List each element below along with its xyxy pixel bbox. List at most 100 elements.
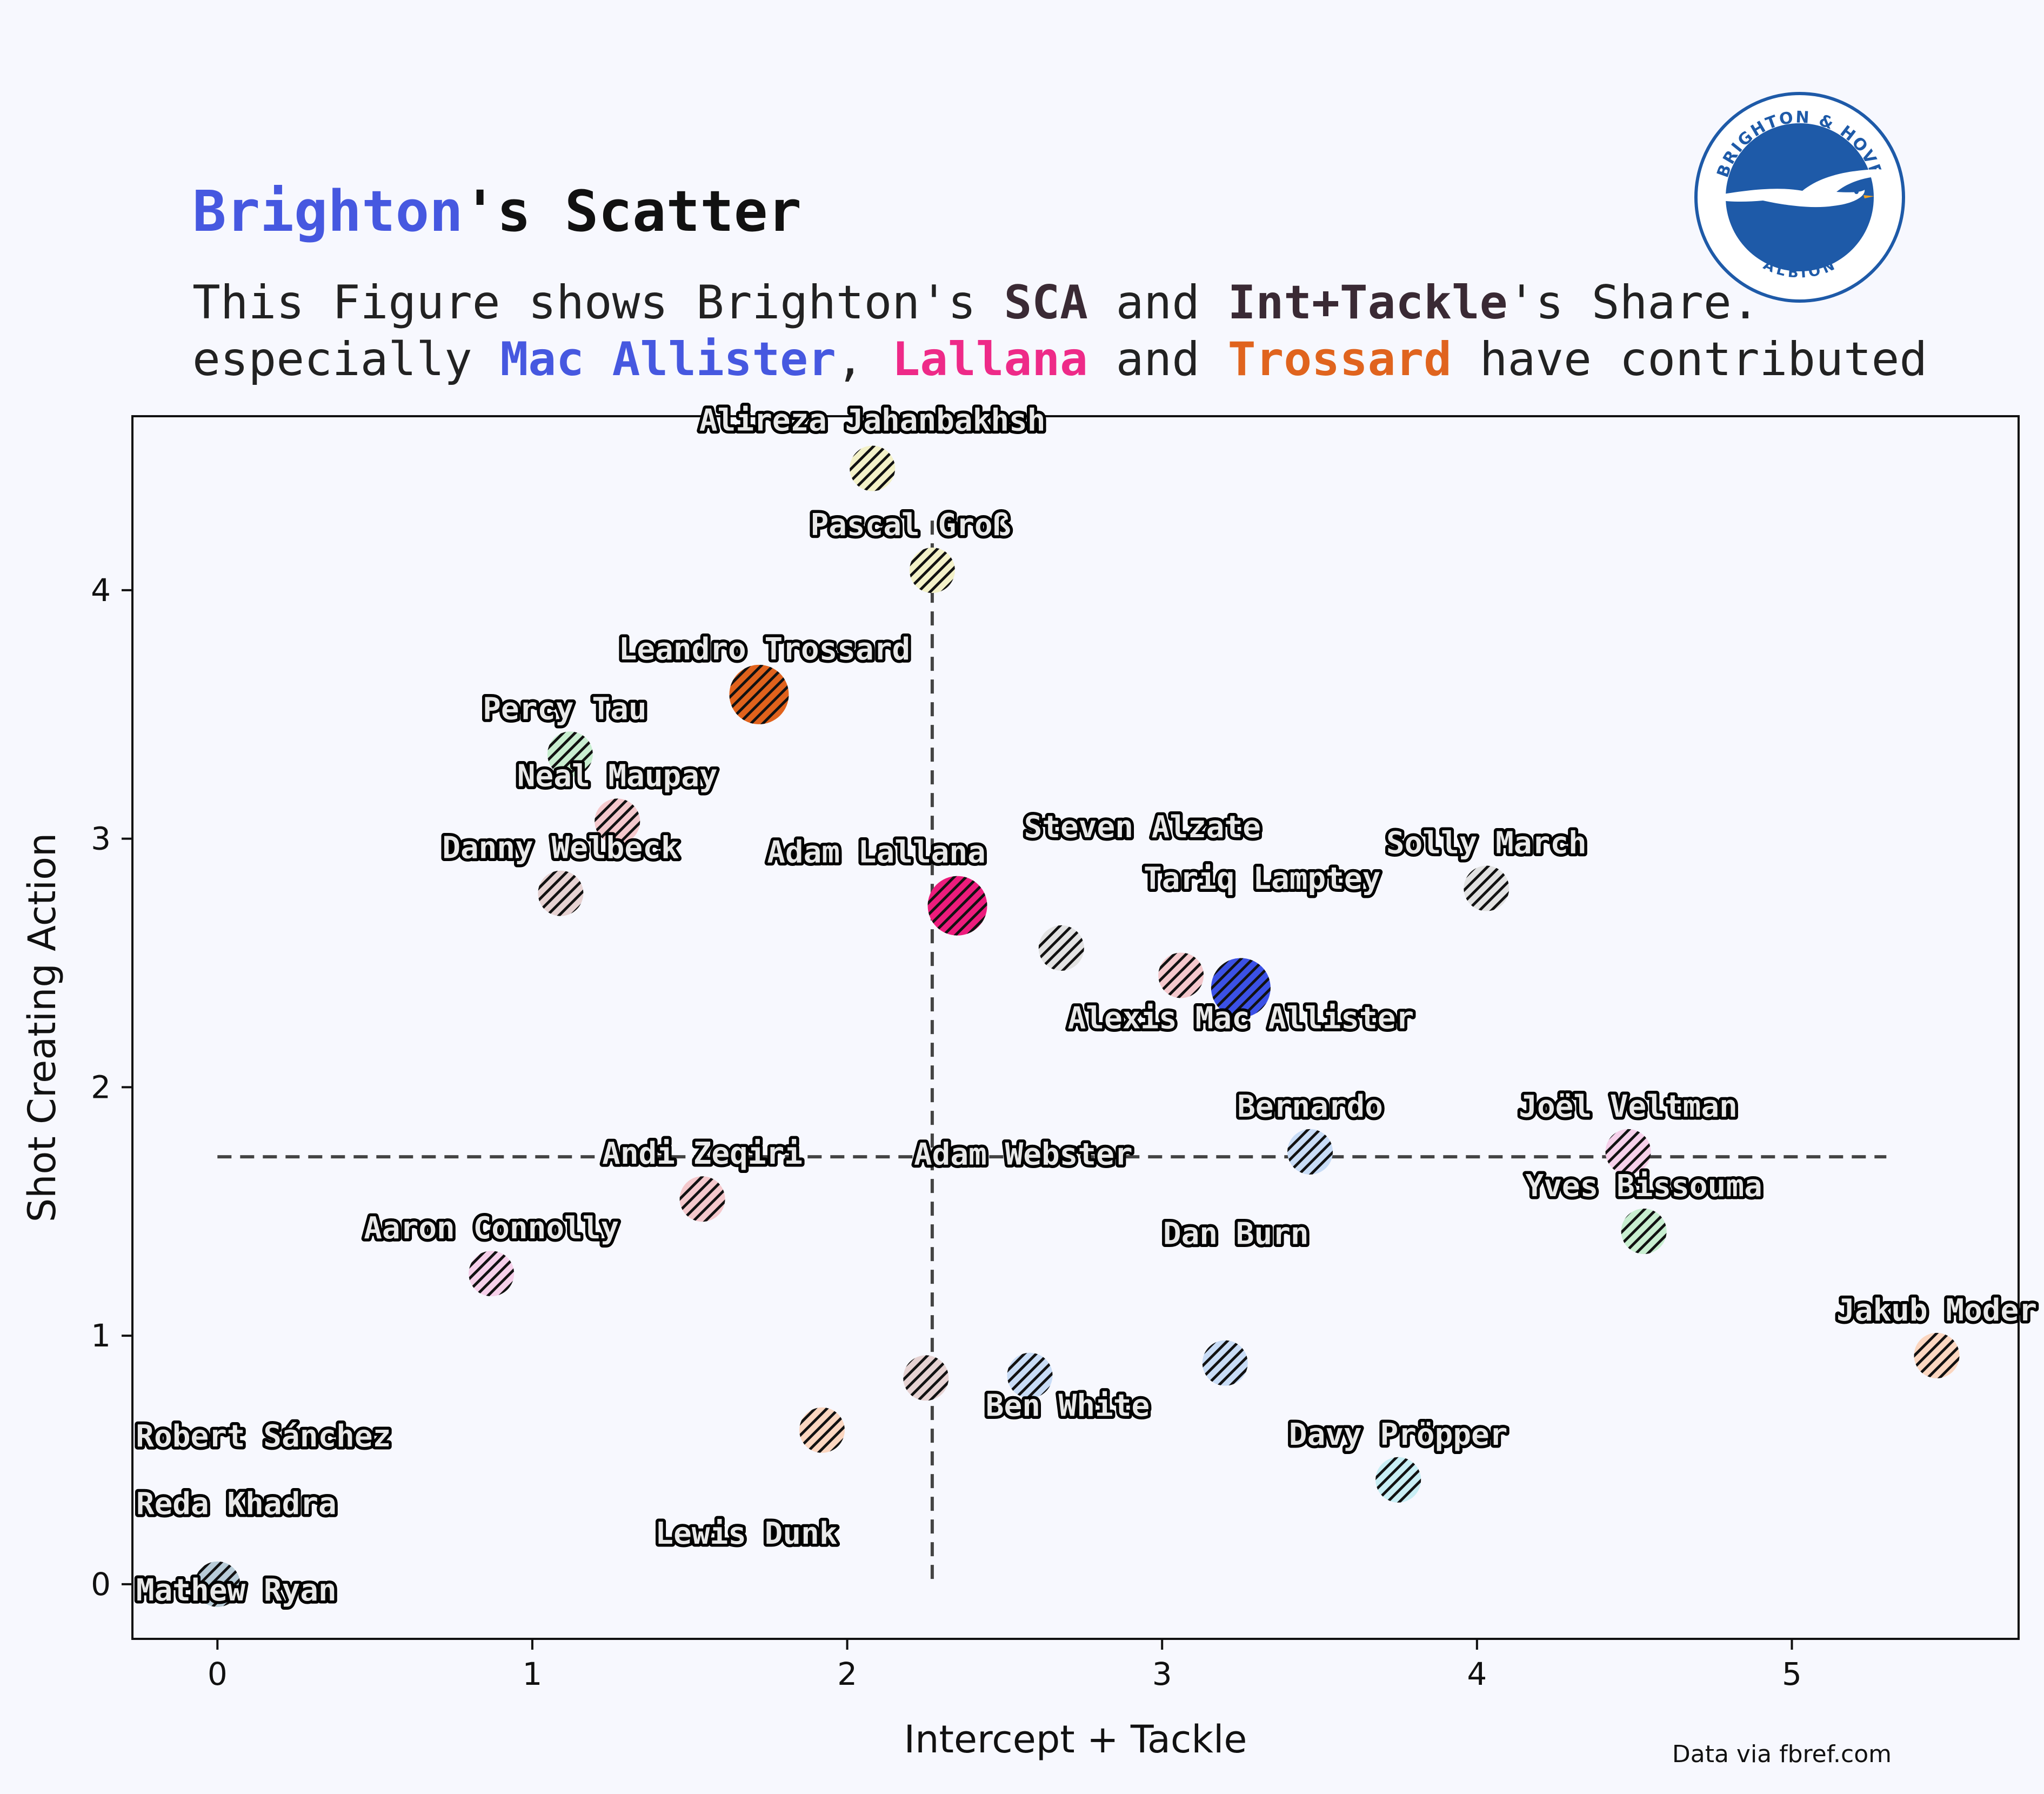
- point-label: Reda Khadra: [136, 1486, 337, 1522]
- data-point: [1621, 1209, 1667, 1254]
- data-point: [927, 876, 987, 936]
- data-point: [1007, 1352, 1053, 1398]
- data-point: [799, 1407, 845, 1453]
- point-hatch: [1621, 1209, 1667, 1254]
- data-point: [1464, 865, 1509, 911]
- point-hatch: [799, 1407, 845, 1453]
- point-label: Steven Alzate: [1024, 810, 1261, 845]
- title-team: Brighton: [192, 178, 463, 244]
- point-label: Mathew Ryan: [136, 1573, 337, 1608]
- chart-title: Brighton's Scatter: [192, 178, 801, 244]
- y-tick-label: 3: [91, 821, 111, 857]
- point-label: Percy Tau: [483, 691, 646, 726]
- subtitle-line-2: especially Mac Allister, Lallana and Tro…: [192, 332, 1927, 386]
- subtitle-text: especially: [192, 332, 500, 386]
- subtitle-text: and: [1087, 276, 1228, 330]
- point-label: Lewis Dunk: [655, 1516, 837, 1551]
- data-point: [1202, 1340, 1248, 1386]
- data-point: [729, 664, 789, 724]
- point-hatch: [903, 1355, 949, 1401]
- subtitle-line-1: This Figure shows Brighton's SCA and Int…: [192, 276, 1760, 330]
- x-tick-label: 5: [1782, 1656, 1802, 1692]
- title-rest: 's Scatter: [463, 178, 802, 244]
- point-label: Robert Sánchez: [136, 1419, 391, 1454]
- subtitle-mac-allister: Mac Allister: [500, 332, 836, 386]
- x-tick-label: 4: [1467, 1656, 1487, 1692]
- point-label: Danny Welbeck: [442, 831, 679, 866]
- point-hatch: [1464, 865, 1509, 911]
- y-axis-label: Shot Creating Action: [20, 833, 64, 1223]
- subtitle-text: and: [1087, 332, 1228, 386]
- point-label: Davy Pröpper: [1289, 1417, 1508, 1452]
- point-label: Adam Lallana: [767, 835, 986, 870]
- point-hatch: [850, 445, 896, 491]
- subtitle-sca: SCA: [1004, 276, 1088, 330]
- point-hatch: [1158, 952, 1204, 998]
- y-tick-label: 2: [91, 1069, 111, 1105]
- point-label: Alireza Jahanbakhsh: [699, 403, 1046, 438]
- point-label: Dan Burn: [1163, 1217, 1309, 1252]
- subtitle-text: ,: [836, 332, 892, 386]
- y-tick-label: 1: [91, 1317, 111, 1354]
- brighton-badge-logo: BRIGHTON & HOVE ALBION: [1694, 92, 1905, 303]
- point-hatch: [1914, 1332, 1960, 1378]
- data-point: [1211, 958, 1271, 1018]
- point-hatch: [469, 1251, 515, 1297]
- point-hatch: [1605, 1129, 1651, 1175]
- x-tick-label: 0: [208, 1656, 228, 1692]
- point-hatch: [1038, 925, 1084, 971]
- point-hatch: [729, 664, 789, 724]
- point-hatch: [927, 876, 987, 936]
- point-hatch: [195, 1561, 241, 1607]
- point-hatch: [547, 731, 593, 777]
- seagull-icon: [1705, 169, 1896, 208]
- point-label: Neal Maupay: [517, 758, 718, 793]
- point-hatch: [1211, 958, 1271, 1018]
- x-axis-label: Intercept + Tackle: [904, 1717, 1247, 1762]
- point-hatch: [1287, 1129, 1333, 1175]
- data-point: [1287, 1129, 1333, 1175]
- point-hatch: [1375, 1457, 1421, 1503]
- data-point: [469, 1251, 515, 1297]
- data-point: [909, 548, 955, 593]
- plot-frame: [131, 415, 2020, 1640]
- point-hatch: [595, 798, 640, 844]
- subtitle-text: have contributed: [1451, 332, 1928, 386]
- y-tick-label: 0: [91, 1566, 111, 1603]
- point-label: Leandro Trossard: [619, 632, 910, 667]
- data-point: [195, 1561, 241, 1607]
- subtitle-text: 's Share.: [1507, 276, 1760, 330]
- subtitle-text: This Figure shows Brighton's: [192, 276, 1004, 330]
- point-hatch: [909, 548, 955, 593]
- point-hatch: [538, 870, 584, 916]
- point-label: Joël Veltman: [1519, 1089, 1738, 1124]
- data-point: [1158, 952, 1204, 998]
- x-tick-label: 1: [522, 1656, 542, 1692]
- point-label: Andi Zeqiri: [602, 1136, 803, 1171]
- x-tick-label: 3: [1152, 1656, 1172, 1692]
- point-hatch: [679, 1176, 725, 1222]
- point-label: Jakub Moder: [1836, 1293, 2037, 1328]
- data-point: [538, 870, 584, 916]
- point-label: Aaron Connolly: [364, 1211, 619, 1246]
- x-tick-label: 2: [837, 1656, 857, 1692]
- data-source: Data via fbref.com: [1672, 1740, 1892, 1768]
- y-tick-label: 4: [91, 572, 111, 609]
- point-label: Bernardo: [1237, 1089, 1383, 1124]
- point-label: Alexis Mac Allister: [1068, 1001, 1414, 1036]
- point-label: Yves Bissouma: [1526, 1169, 1762, 1204]
- subtitle-lallana: Lallana: [892, 332, 1088, 386]
- point-label: Adam Webster: [914, 1137, 1133, 1172]
- data-point: [547, 731, 593, 777]
- data-point: [1914, 1332, 1960, 1378]
- data-point: [1038, 925, 1084, 971]
- point-label: Ben White: [986, 1389, 1150, 1424]
- point-label: Pascal Groß: [810, 508, 1011, 543]
- subtitle-int-tackle: Int+Tackle: [1227, 276, 1508, 330]
- point-label: Solly March: [1386, 826, 1587, 861]
- data-point: [1605, 1129, 1651, 1175]
- data-point: [679, 1176, 725, 1222]
- point-label: Tariq Lamptey: [1144, 861, 1380, 896]
- data-point: [595, 798, 640, 844]
